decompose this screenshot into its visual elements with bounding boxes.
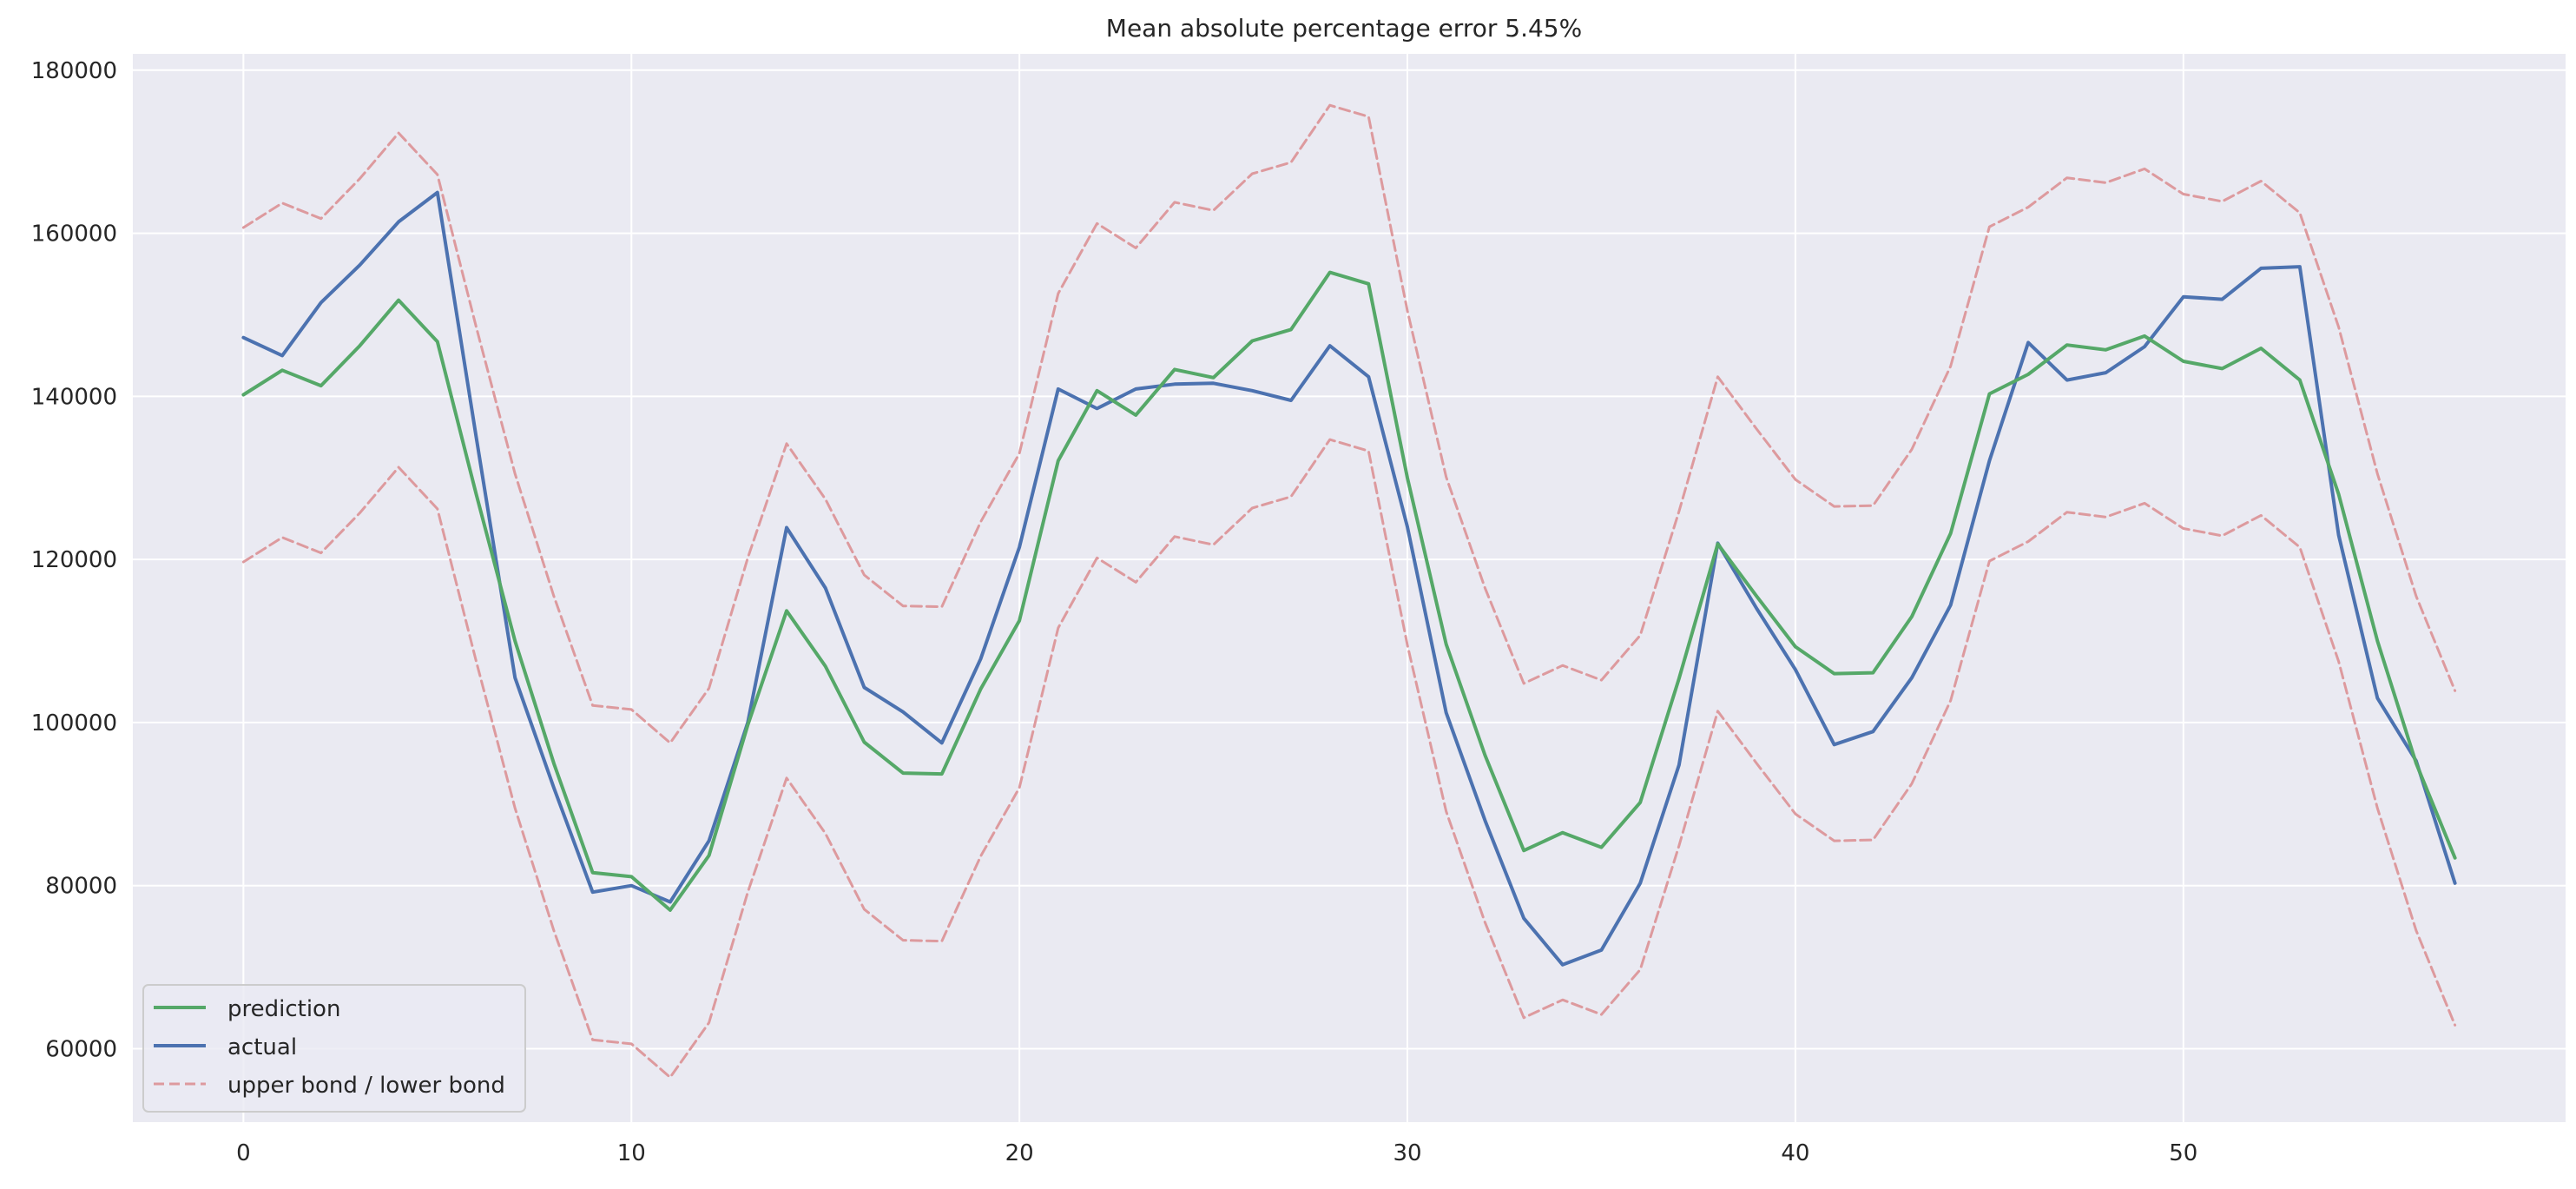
- x-tick-label: 10: [617, 1140, 646, 1166]
- plot-area: [133, 54, 2566, 1122]
- legend-label-actual: actual: [227, 1034, 297, 1060]
- x-axis-ticks: 0 10 20 30 40 50: [236, 1140, 2197, 1166]
- y-tick-label: 60000: [45, 1036, 117, 1062]
- legend-box: [142, 984, 526, 1113]
- y-tick-label: 140000: [31, 384, 117, 410]
- x-tick-label: 0: [236, 1140, 251, 1166]
- series-line-lower-bond: [241, 438, 2457, 1079]
- y-tick-label: 180000: [31, 58, 117, 84]
- series-line-actual: [241, 190, 2457, 967]
- x-tick-label: 40: [1781, 1140, 1809, 1166]
- legend: prediction actual upper bond / lower bon…: [142, 984, 526, 1113]
- y-tick-label: 100000: [31, 710, 117, 737]
- chart-title: Mean absolute percentage error 5.45%: [1106, 14, 1582, 43]
- x-tick-label: 20: [1005, 1140, 1034, 1166]
- series-line-upper-bond: [241, 103, 2457, 744]
- legend-label-prediction: prediction: [227, 996, 340, 1022]
- y-tick-label: 160000: [31, 221, 117, 248]
- x-tick-label: 50: [2169, 1140, 2197, 1166]
- series-line-prediction: [241, 270, 2457, 912]
- series-lines: [241, 103, 2457, 1079]
- x-tick-label: 30: [1393, 1140, 1421, 1166]
- y-tick-label: 120000: [31, 547, 117, 573]
- legend-label-bounds: upper bond / lower bond: [227, 1073, 505, 1099]
- y-tick-label: 80000: [45, 874, 117, 900]
- y-axis-ticks: 60000 80000 100000 120000 140000 160000 180000: [31, 58, 117, 1063]
